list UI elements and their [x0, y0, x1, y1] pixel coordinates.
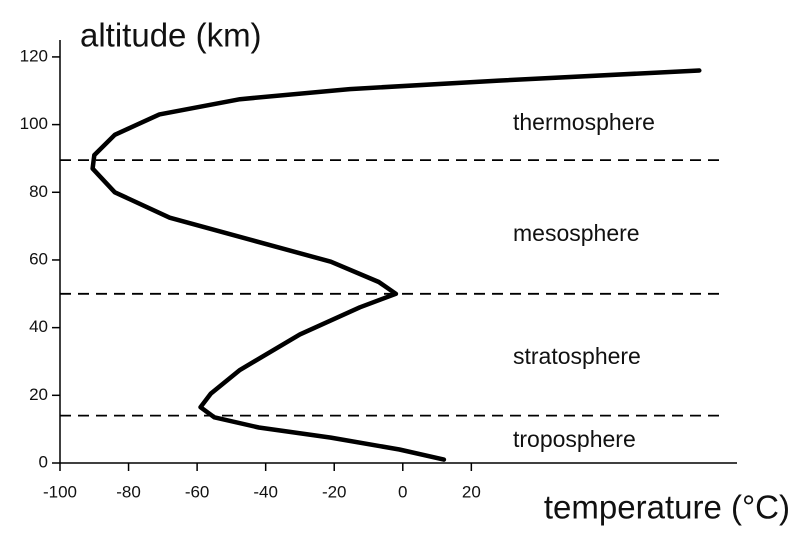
layer-label: mesosphere: [513, 220, 640, 246]
chart-title: altitude (km): [80, 17, 262, 54]
x-axis-label: temperature (°C): [544, 489, 790, 526]
y-tick-label: 40: [29, 317, 48, 336]
x-tick-label: 20: [462, 482, 481, 501]
y-tick-label: 60: [29, 249, 48, 268]
y-tick-label: 20: [29, 385, 48, 404]
x-tick-label: -80: [116, 482, 141, 501]
layer-label: thermosphere: [513, 109, 655, 135]
y-tick-label: 0: [39, 452, 48, 471]
x-tick-label: -40: [253, 482, 278, 501]
x-tick-label: -60: [185, 482, 210, 501]
y-tick-label: 100: [20, 114, 48, 133]
x-tick-label: 0: [398, 482, 407, 501]
temperature-curve: [90, 68, 702, 462]
y-tick-label: 80: [29, 182, 48, 201]
x-tick-label: -20: [322, 482, 347, 501]
x-tick-label: -100: [43, 482, 77, 501]
layer-label: troposphere: [513, 426, 636, 452]
y-tick-label: 120: [20, 46, 48, 65]
layer-label: stratosphere: [513, 343, 641, 369]
